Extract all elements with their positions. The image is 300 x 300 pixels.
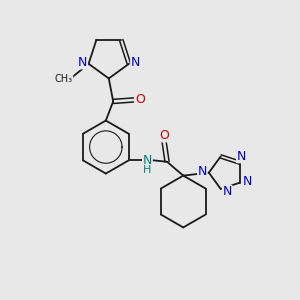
Text: N: N xyxy=(131,56,140,69)
Text: N: N xyxy=(198,165,207,178)
Text: O: O xyxy=(159,129,169,142)
Text: N: N xyxy=(237,150,246,163)
Text: N: N xyxy=(223,185,232,198)
Text: CH₃: CH₃ xyxy=(55,74,73,83)
Text: N: N xyxy=(242,175,252,188)
Text: N: N xyxy=(78,56,87,69)
Text: N: N xyxy=(142,154,152,167)
Text: O: O xyxy=(135,93,145,106)
Text: H: H xyxy=(143,165,152,175)
